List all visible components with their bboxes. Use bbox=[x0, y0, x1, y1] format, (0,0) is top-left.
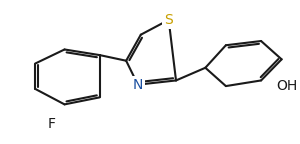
Text: S: S bbox=[164, 13, 173, 27]
Text: N: N bbox=[133, 78, 143, 92]
Text: OH: OH bbox=[276, 79, 297, 93]
Text: F: F bbox=[47, 117, 55, 131]
